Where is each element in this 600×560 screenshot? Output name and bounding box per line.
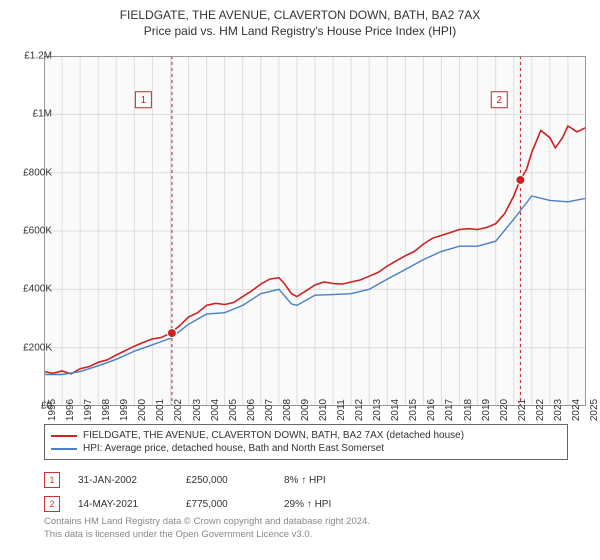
sale-delta: 29% ↑ HPI [284, 499, 331, 510]
y-tick-label: £800K [23, 167, 52, 178]
legend-row: HPI: Average price, detached house, Bath… [51, 442, 561, 455]
y-tick-label: £1.2M [24, 51, 52, 62]
sale-date: 14-MAY-2021 [78, 499, 168, 510]
x-tick-label: 2009 [300, 399, 311, 421]
x-tick-label: 2006 [246, 399, 257, 421]
legend-row: FIELDGATE, THE AVENUE, CLAVERTON DOWN, B… [51, 429, 561, 442]
page-subtitle: Price paid vs. HM Land Registry's House … [0, 22, 600, 38]
x-tick-label: 2025 [589, 399, 600, 421]
x-tick-label: 2004 [210, 399, 221, 421]
x-tick-label: 2010 [318, 399, 329, 421]
footer-line: Contains HM Land Registry data © Crown c… [44, 516, 370, 529]
x-tick-label: 2000 [137, 399, 148, 421]
x-tick-label: 2019 [481, 399, 492, 421]
page-title: FIELDGATE, THE AVENUE, CLAVERTON DOWN, B… [0, 0, 600, 22]
table-row: 1 31-JAN-2002 £250,000 8% ↑ HPI [44, 468, 331, 492]
sale-price: £250,000 [186, 475, 266, 486]
sales-table: 1 31-JAN-2002 £250,000 8% ↑ HPI 2 14-MAY… [44, 468, 331, 516]
x-tick-label: 2022 [535, 399, 546, 421]
sale-date: 31-JAN-2002 [78, 475, 168, 486]
x-tick-label: 1999 [119, 399, 130, 421]
sale-price: £775,000 [186, 499, 266, 510]
footer: Contains HM Land Registry data © Crown c… [44, 516, 370, 542]
x-tick-label: 1997 [83, 399, 94, 421]
x-tick-label: 2013 [372, 399, 383, 421]
x-tick-label: 2015 [408, 399, 419, 421]
y-tick-label: £400K [23, 284, 52, 295]
x-tick-label: 2001 [155, 399, 166, 421]
sale-delta: 8% ↑ HPI [284, 475, 326, 486]
legend-swatch [51, 448, 77, 450]
y-tick-label: £1M [33, 109, 52, 120]
x-tick-label: 2007 [264, 399, 275, 421]
x-tick-label: 2023 [553, 399, 564, 421]
x-tick-label: 2021 [517, 399, 528, 421]
x-tick-label: 2024 [571, 399, 582, 421]
legend-label: HPI: Average price, detached house, Bath… [83, 443, 384, 454]
legend: FIELDGATE, THE AVENUE, CLAVERTON DOWN, B… [44, 424, 568, 460]
y-tick-label: £600K [23, 226, 52, 237]
x-tick-label: 2002 [173, 399, 184, 421]
legend-swatch [51, 435, 77, 437]
x-tick-label: 1996 [65, 399, 76, 421]
x-tick-label: 2012 [354, 399, 365, 421]
x-tick-label: 2018 [463, 399, 474, 421]
x-tick-label: 2003 [192, 399, 203, 421]
x-tick-label: 2017 [444, 399, 455, 421]
y-tick-label: £200K [23, 342, 52, 353]
svg-text:2: 2 [496, 95, 502, 106]
x-tick-label: 2014 [390, 399, 401, 421]
sale-marker: 2 [44, 496, 60, 512]
x-tick-label: 2005 [228, 399, 239, 421]
x-tick-label: 2020 [499, 399, 510, 421]
table-row: 2 14-MAY-2021 £775,000 29% ↑ HPI [44, 492, 331, 516]
x-tick-label: 2011 [336, 399, 347, 421]
legend-label: FIELDGATE, THE AVENUE, CLAVERTON DOWN, B… [83, 430, 464, 441]
svg-text:1: 1 [141, 95, 147, 106]
x-tick-label: 2016 [426, 399, 437, 421]
x-tick-label: 1995 [47, 399, 58, 421]
chart: 12 [44, 56, 586, 406]
x-tick-label: 1998 [101, 399, 112, 421]
sale-marker: 1 [44, 472, 60, 488]
footer-line: This data is licensed under the Open Gov… [44, 529, 370, 542]
x-tick-label: 2008 [282, 399, 293, 421]
